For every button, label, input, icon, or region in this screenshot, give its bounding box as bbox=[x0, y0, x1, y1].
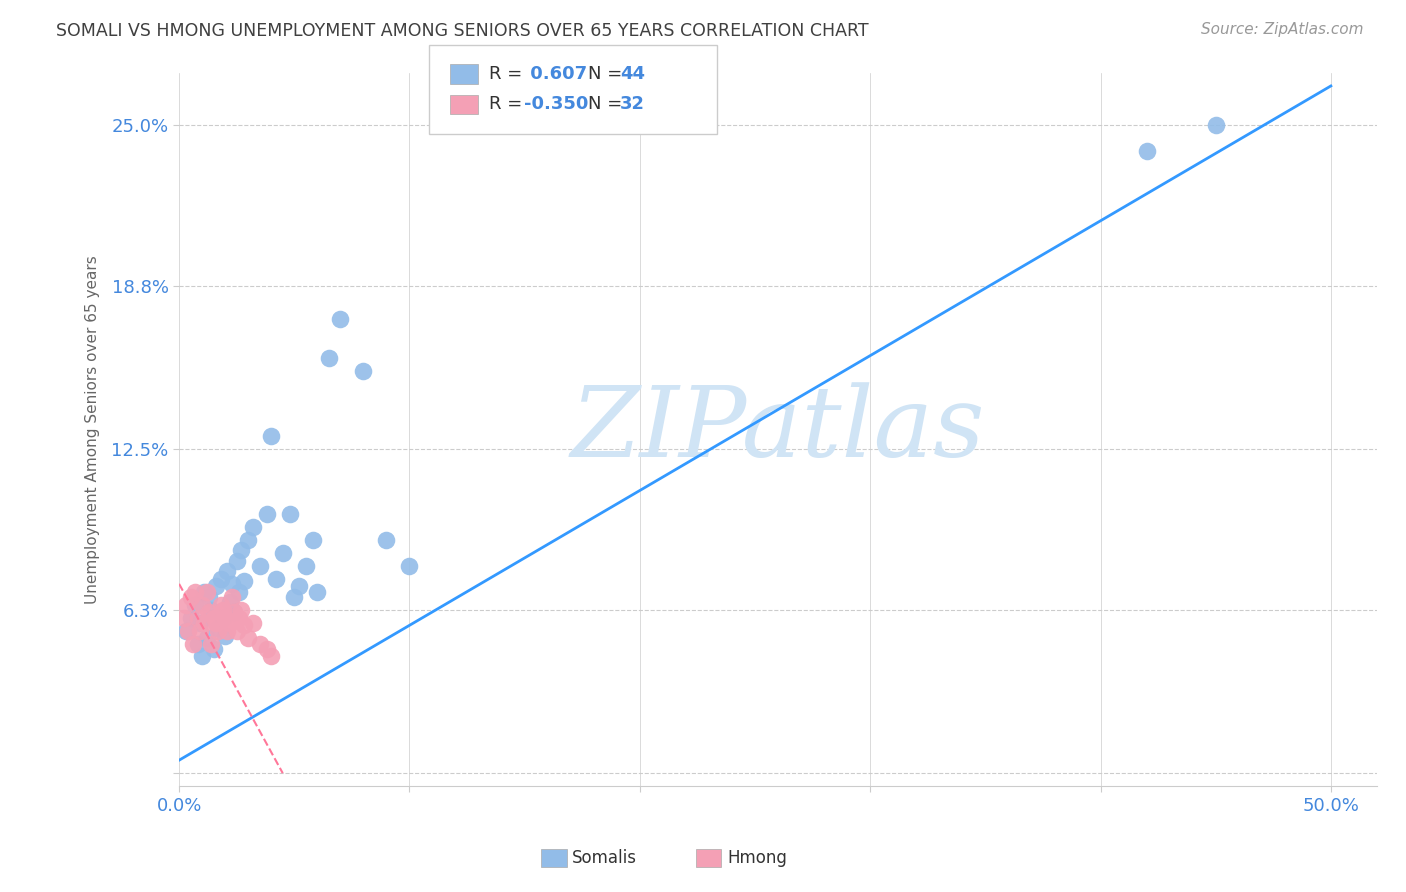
Point bbox=[398, 558, 420, 573]
Point bbox=[352, 364, 374, 378]
Point bbox=[193, 615, 215, 630]
Point bbox=[224, 606, 246, 620]
Point bbox=[211, 603, 233, 617]
Point bbox=[209, 572, 232, 586]
Point bbox=[200, 636, 222, 650]
Point bbox=[301, 533, 323, 547]
Point bbox=[294, 558, 316, 573]
Point bbox=[307, 584, 329, 599]
Point bbox=[264, 572, 287, 586]
Text: 0.607: 0.607 bbox=[524, 65, 588, 83]
Text: 44: 44 bbox=[620, 65, 645, 83]
Text: R =: R = bbox=[489, 95, 529, 113]
Point bbox=[238, 632, 260, 646]
Point bbox=[214, 610, 236, 624]
Point bbox=[278, 507, 301, 521]
Point bbox=[177, 624, 200, 638]
Text: Source: ZipAtlas.com: Source: ZipAtlas.com bbox=[1201, 22, 1364, 37]
Point bbox=[375, 533, 398, 547]
Point bbox=[200, 603, 222, 617]
Point bbox=[214, 629, 236, 643]
Point bbox=[198, 590, 221, 604]
Point bbox=[224, 606, 246, 620]
Point bbox=[191, 649, 214, 664]
Text: SOMALI VS HMONG UNEMPLOYMENT AMONG SENIORS OVER 65 YEARS CORRELATION CHART: SOMALI VS HMONG UNEMPLOYMENT AMONG SENIO… bbox=[56, 22, 869, 40]
Point bbox=[174, 598, 197, 612]
Point bbox=[174, 624, 197, 638]
Point bbox=[193, 584, 215, 599]
Point bbox=[207, 621, 229, 635]
Point bbox=[232, 618, 254, 632]
Text: ZIPatlas: ZIPatlas bbox=[571, 382, 986, 477]
Text: R =: R = bbox=[489, 65, 529, 83]
Point bbox=[225, 624, 247, 638]
Point bbox=[205, 615, 228, 630]
Text: 32: 32 bbox=[620, 95, 645, 113]
Point bbox=[228, 584, 250, 599]
Point bbox=[221, 590, 243, 604]
Point bbox=[1205, 118, 1227, 132]
Point bbox=[202, 641, 225, 656]
Point bbox=[260, 649, 283, 664]
Point bbox=[195, 584, 218, 599]
Point bbox=[231, 603, 253, 617]
Point bbox=[232, 574, 254, 589]
Point bbox=[184, 598, 207, 612]
Point bbox=[180, 590, 202, 604]
Point bbox=[205, 579, 228, 593]
Point bbox=[181, 636, 204, 650]
Text: N =: N = bbox=[588, 95, 627, 113]
Point bbox=[186, 610, 208, 624]
Point bbox=[231, 543, 253, 558]
Point bbox=[329, 312, 352, 326]
Point bbox=[191, 598, 214, 612]
Point bbox=[195, 632, 218, 646]
Point bbox=[318, 351, 340, 366]
Point bbox=[228, 610, 250, 624]
Text: -0.350: -0.350 bbox=[524, 95, 589, 113]
Text: Somalis: Somalis bbox=[572, 849, 637, 867]
Point bbox=[221, 577, 243, 591]
Point bbox=[186, 636, 208, 650]
Point bbox=[217, 564, 239, 578]
Point bbox=[188, 624, 211, 638]
Point bbox=[202, 610, 225, 624]
Point bbox=[180, 610, 202, 624]
Point bbox=[242, 615, 264, 630]
Text: Hmong: Hmong bbox=[727, 849, 787, 867]
Point bbox=[217, 624, 239, 638]
Point bbox=[242, 520, 264, 534]
Y-axis label: Unemployment Among Seniors over 65 years: Unemployment Among Seniors over 65 years bbox=[86, 255, 100, 604]
Point bbox=[218, 615, 240, 630]
Text: N =: N = bbox=[588, 65, 627, 83]
Point bbox=[256, 507, 278, 521]
Point bbox=[249, 558, 271, 573]
Point bbox=[184, 584, 207, 599]
Point bbox=[218, 595, 240, 609]
Point bbox=[260, 429, 283, 443]
Point bbox=[283, 590, 305, 604]
Point bbox=[256, 641, 278, 656]
Point bbox=[271, 546, 294, 560]
Point bbox=[209, 598, 232, 612]
Point bbox=[249, 636, 271, 650]
Point bbox=[238, 533, 260, 547]
Point bbox=[225, 553, 247, 567]
Point bbox=[1135, 144, 1157, 158]
Point bbox=[173, 610, 195, 624]
Point bbox=[288, 579, 311, 593]
Point bbox=[198, 606, 221, 620]
Point bbox=[207, 624, 229, 638]
Point bbox=[211, 610, 233, 624]
Point bbox=[188, 615, 211, 630]
